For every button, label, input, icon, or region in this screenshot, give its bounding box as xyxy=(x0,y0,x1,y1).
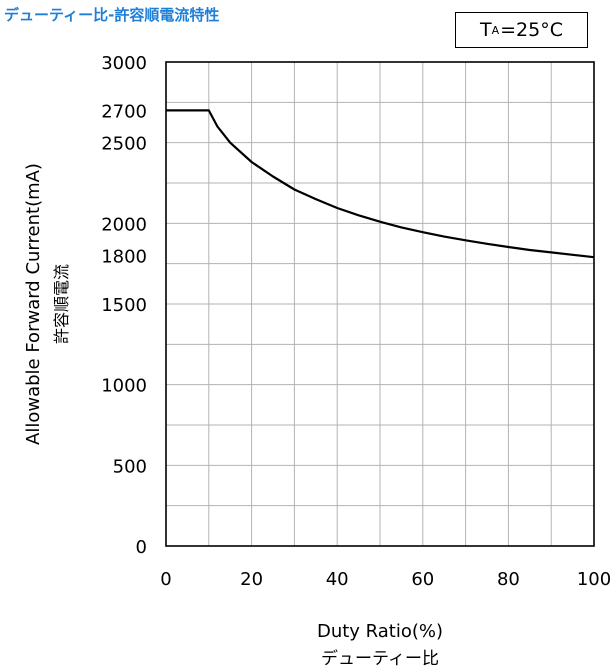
y-tick-label: 1000 xyxy=(101,376,147,397)
y-tick-label: 2500 xyxy=(101,134,147,155)
y-tick-label: 0 xyxy=(136,537,147,558)
x-axis-label: Duty Ratio(%) xyxy=(317,621,443,642)
x-tick-label: 40 xyxy=(326,569,349,590)
x-axis-label-sub: デューティー比 xyxy=(321,648,439,669)
y-tick-label: 1500 xyxy=(101,295,147,316)
y-axis-label: Allowable Forward Current(mA) xyxy=(23,163,44,445)
x-tick-label: 60 xyxy=(411,569,434,590)
plot-frame xyxy=(165,61,595,547)
x-tick-label: 80 xyxy=(497,569,520,590)
y-tick-label: 2000 xyxy=(101,214,147,235)
condition-symbol: T xyxy=(479,19,492,41)
y-axis-label-sub: 許容順電流 xyxy=(52,264,71,344)
y-tick-label: 3000 xyxy=(101,53,147,74)
condition-box: T A =25°C xyxy=(455,12,588,48)
x-tick-label: 0 xyxy=(160,569,171,590)
x-tick-label: 100 xyxy=(577,569,611,590)
condition-value: =25°C xyxy=(500,19,563,41)
chart-title: デューティー比-許容順電流特性 xyxy=(4,6,220,24)
condition-subscript: A xyxy=(491,23,500,37)
y-tick-label: 1800 xyxy=(101,247,147,268)
series-line xyxy=(166,109,595,259)
y-tick-label: 2700 xyxy=(101,101,147,122)
x-tick-label: 20 xyxy=(240,569,263,590)
y-tick-label: 500 xyxy=(113,456,147,477)
